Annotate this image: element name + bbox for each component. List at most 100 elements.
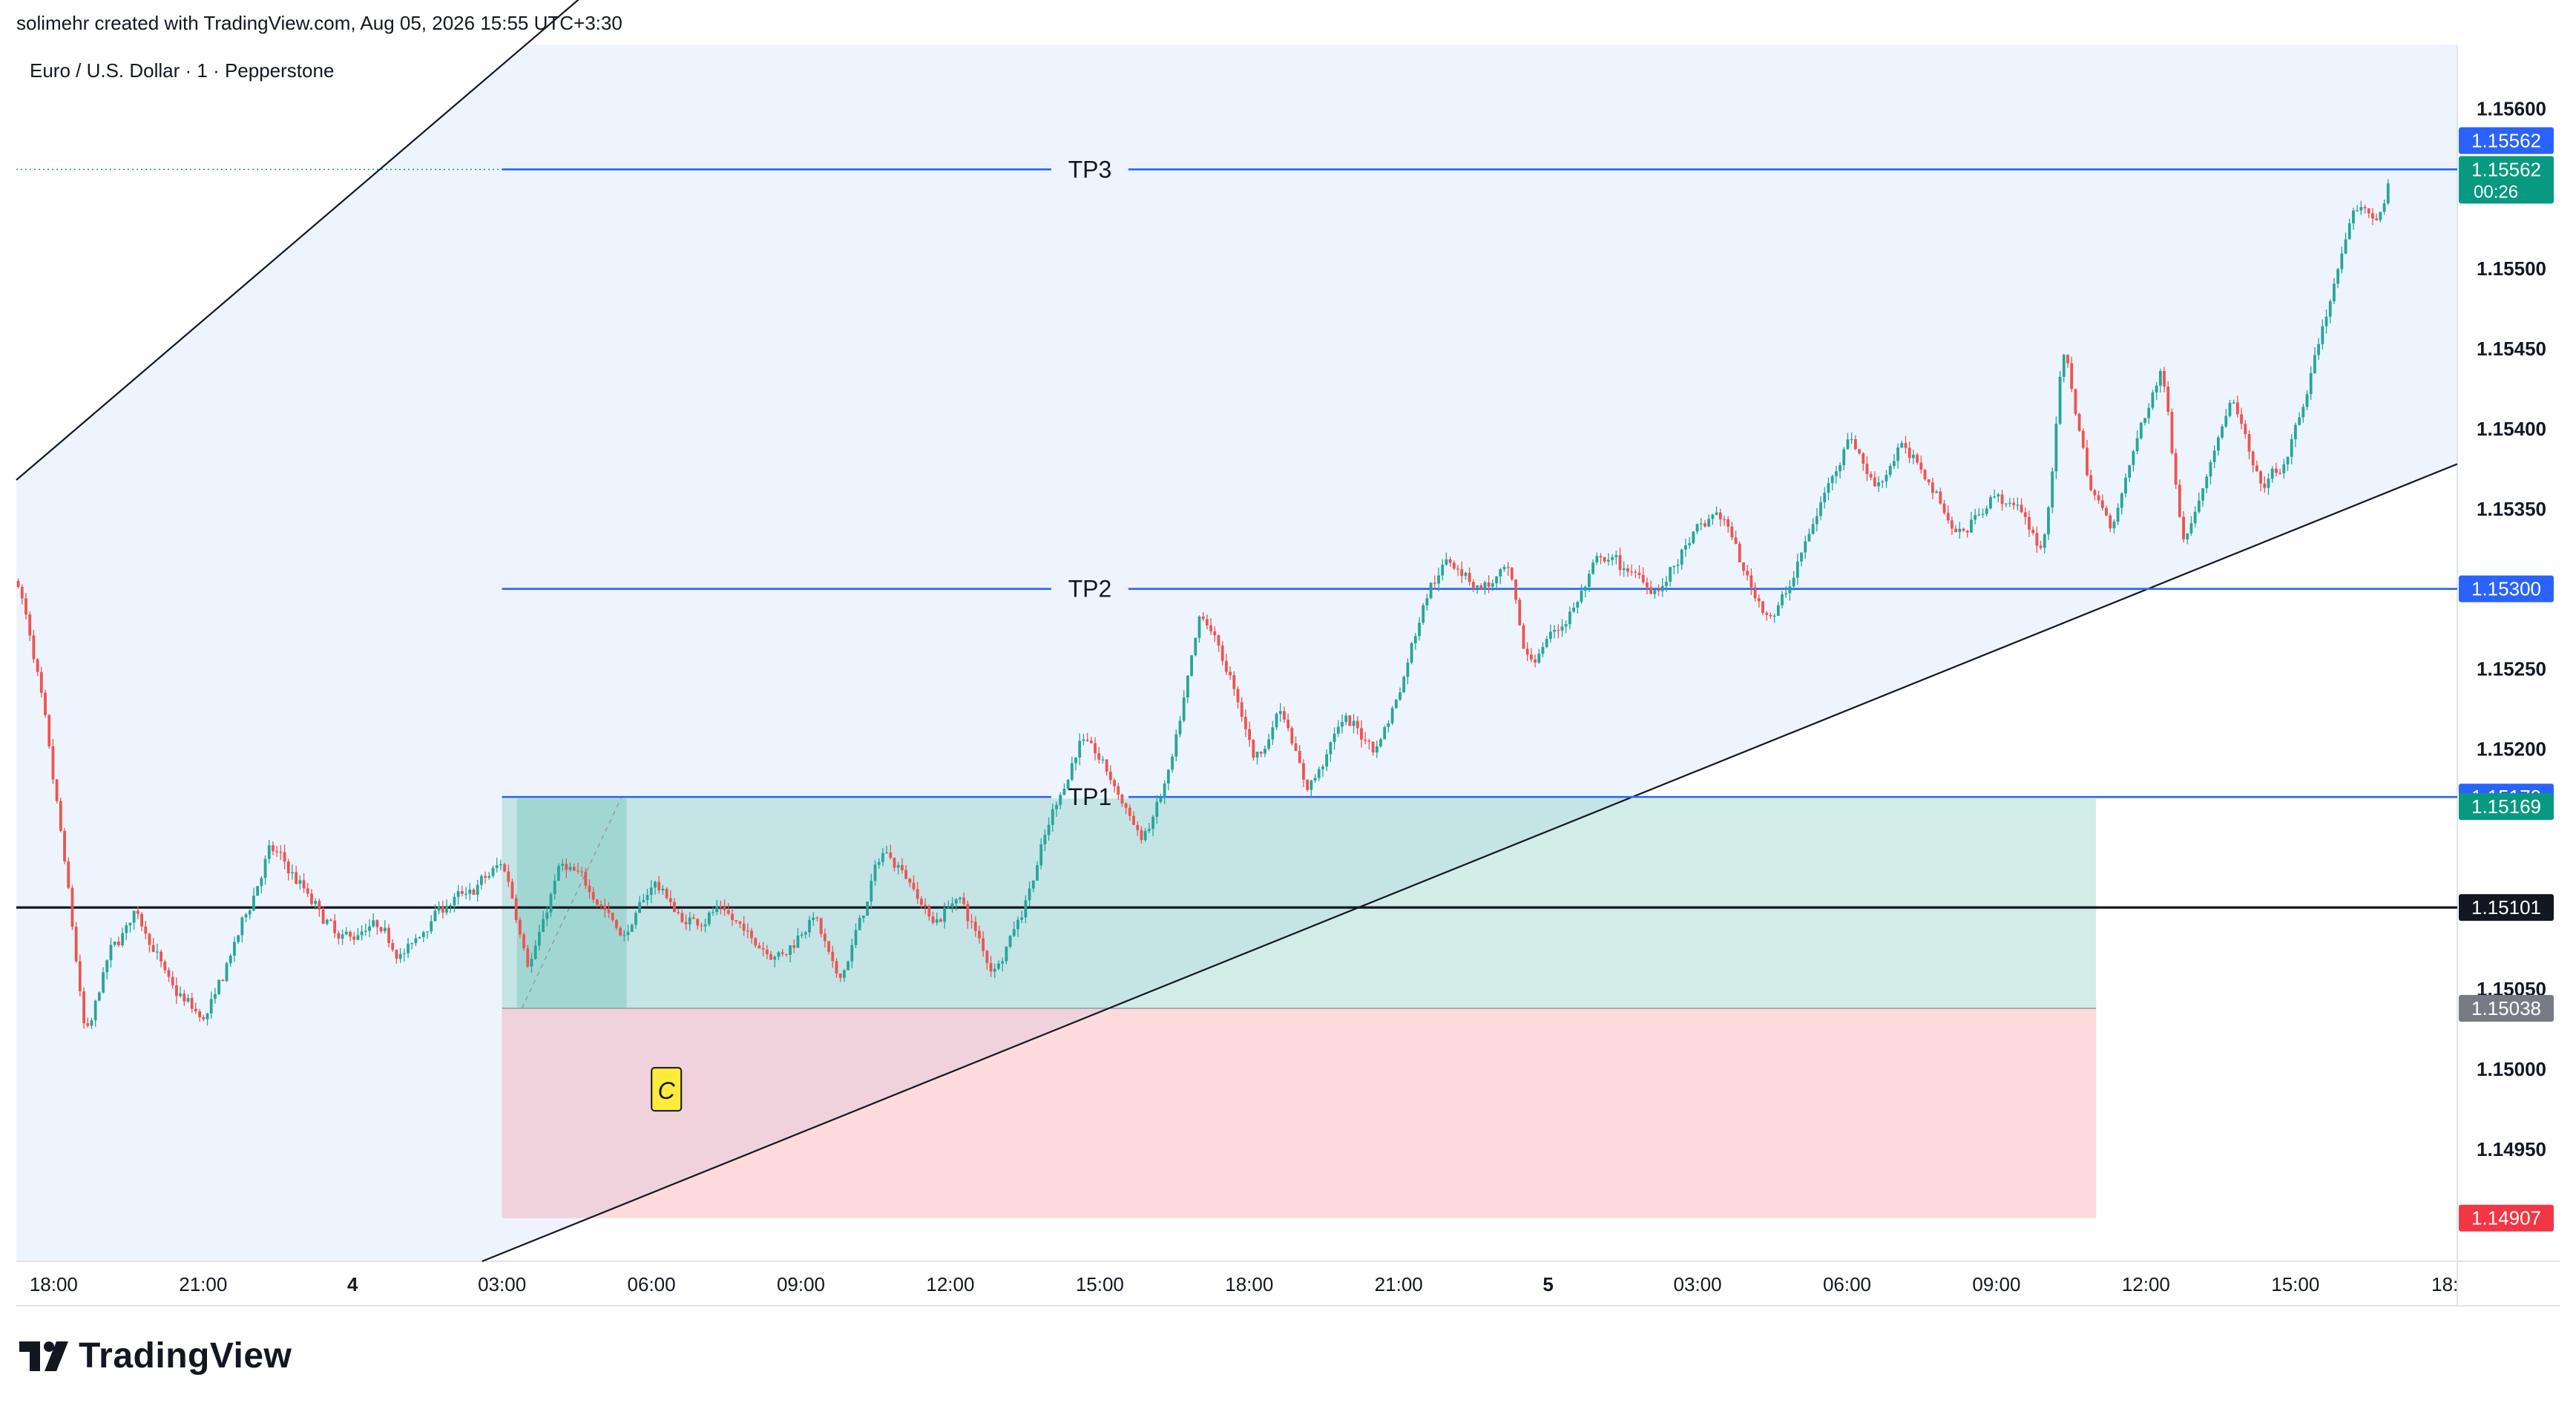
candle-body	[1657, 590, 1660, 591]
candle-body	[55, 779, 59, 801]
candle-body	[1055, 804, 1058, 809]
entry-price-badge-bg[interactable]	[2459, 995, 2554, 1022]
candle-body	[1904, 443, 1908, 448]
candle-body	[2263, 483, 2267, 488]
candle-body	[1718, 512, 1722, 519]
candle-body	[2267, 479, 2270, 488]
candle-body	[1734, 537, 1738, 544]
candle-body	[1491, 583, 1494, 587]
candle-body	[240, 917, 244, 936]
stop-zone[interactable]	[502, 1008, 2097, 1218]
time-tick-label: 12:00	[2122, 1273, 2170, 1295]
candle-body	[1935, 491, 1938, 493]
candle-body	[1637, 572, 1641, 575]
candle-body	[738, 921, 742, 924]
candle-body	[341, 934, 344, 939]
candle-body	[2189, 523, 2193, 533]
candle-body	[2235, 402, 2239, 415]
candle-body	[1792, 577, 1795, 587]
candle-body	[433, 910, 437, 922]
tp3-price-badge-bg[interactable]	[2459, 127, 2554, 154]
lower-channel-line[interactable]	[482, 463, 2458, 1263]
candle-body	[1051, 809, 1054, 825]
target-price-badge-bg[interactable]	[2459, 793, 2554, 821]
target-zone[interactable]	[502, 798, 2097, 1009]
candle-body	[861, 916, 865, 919]
candle-body	[1603, 557, 1606, 562]
candle-body	[707, 913, 711, 924]
candle-body	[1325, 754, 1329, 767]
candle-body	[781, 952, 784, 954]
candle-body	[2124, 477, 2127, 494]
candle-body	[2058, 376, 2062, 424]
candle-body	[931, 916, 935, 923]
candle-body	[692, 917, 695, 919]
candle-body	[1047, 824, 1051, 835]
candle-body	[645, 895, 649, 901]
candle-body	[1248, 729, 1252, 740]
candle-body	[908, 878, 912, 883]
candle-body	[1591, 562, 1595, 574]
candle-body	[445, 905, 448, 913]
candle-body	[1278, 711, 1282, 715]
candle-body	[1352, 720, 1356, 726]
tp2-price-badge-bg[interactable]	[2459, 575, 2554, 602]
price-tick-label: 1.14950	[2477, 1138, 2546, 1160]
candle-body	[503, 864, 506, 872]
candle-body	[476, 884, 479, 896]
candle-body	[2047, 507, 2050, 535]
candle-body	[1607, 559, 1610, 562]
candle-body	[1120, 795, 1124, 804]
candle-body	[673, 901, 676, 913]
candle-body	[1329, 742, 1333, 755]
candle-body	[2004, 503, 2008, 505]
candle-body	[484, 876, 487, 878]
candle-body	[1804, 541, 1807, 553]
candle-body	[2062, 355, 2066, 377]
upper-channel-line[interactable]	[16, 0, 1045, 481]
candle-body	[472, 889, 476, 896]
candle-body	[2274, 468, 2278, 473]
candle-body	[2359, 207, 2363, 211]
candle-body	[1954, 528, 1958, 533]
candle-body	[1853, 438, 1857, 450]
marker-c-box[interactable]	[651, 1067, 683, 1112]
candle-body	[291, 872, 294, 874]
candle-body	[140, 913, 143, 927]
candle-body	[1209, 625, 1212, 631]
candle-body	[263, 858, 267, 878]
candle-body	[959, 897, 962, 899]
candle-body	[626, 931, 630, 936]
candle-body	[545, 913, 549, 919]
candle-body	[1016, 919, 1019, 930]
candle-body	[842, 970, 846, 978]
candle-body	[1468, 573, 1471, 582]
candle-body	[2367, 208, 2370, 214]
candle-body	[441, 906, 444, 913]
stop-price-badge-bg[interactable]	[2459, 1204, 2554, 1232]
candle-body	[533, 945, 537, 959]
candle-body	[1012, 929, 1016, 936]
candle-body	[2309, 372, 2313, 395]
candle-body	[1981, 513, 1985, 515]
last-price-badge-bg[interactable]	[2459, 156, 2554, 204]
candle-body	[1001, 961, 1005, 964]
candle-body	[2023, 512, 2027, 517]
candle-body	[866, 901, 869, 916]
candle-body	[1548, 631, 1552, 640]
candle-body	[1178, 720, 1182, 735]
candle-body	[1742, 562, 1745, 571]
candle-body	[194, 1008, 197, 1011]
candle-body	[468, 889, 472, 894]
candle-body	[1456, 568, 1459, 570]
brand-name: TradingView	[79, 1336, 292, 1376]
candle-body	[542, 919, 545, 932]
candle-body	[680, 913, 684, 922]
candle-body	[731, 913, 734, 921]
time-tick-label: 18:00	[30, 1273, 78, 1295]
candle-body	[128, 922, 132, 926]
candle-body	[1618, 555, 1622, 571]
candle-body	[1850, 438, 1853, 441]
level-price-badge-bg[interactable]	[2459, 894, 2554, 922]
